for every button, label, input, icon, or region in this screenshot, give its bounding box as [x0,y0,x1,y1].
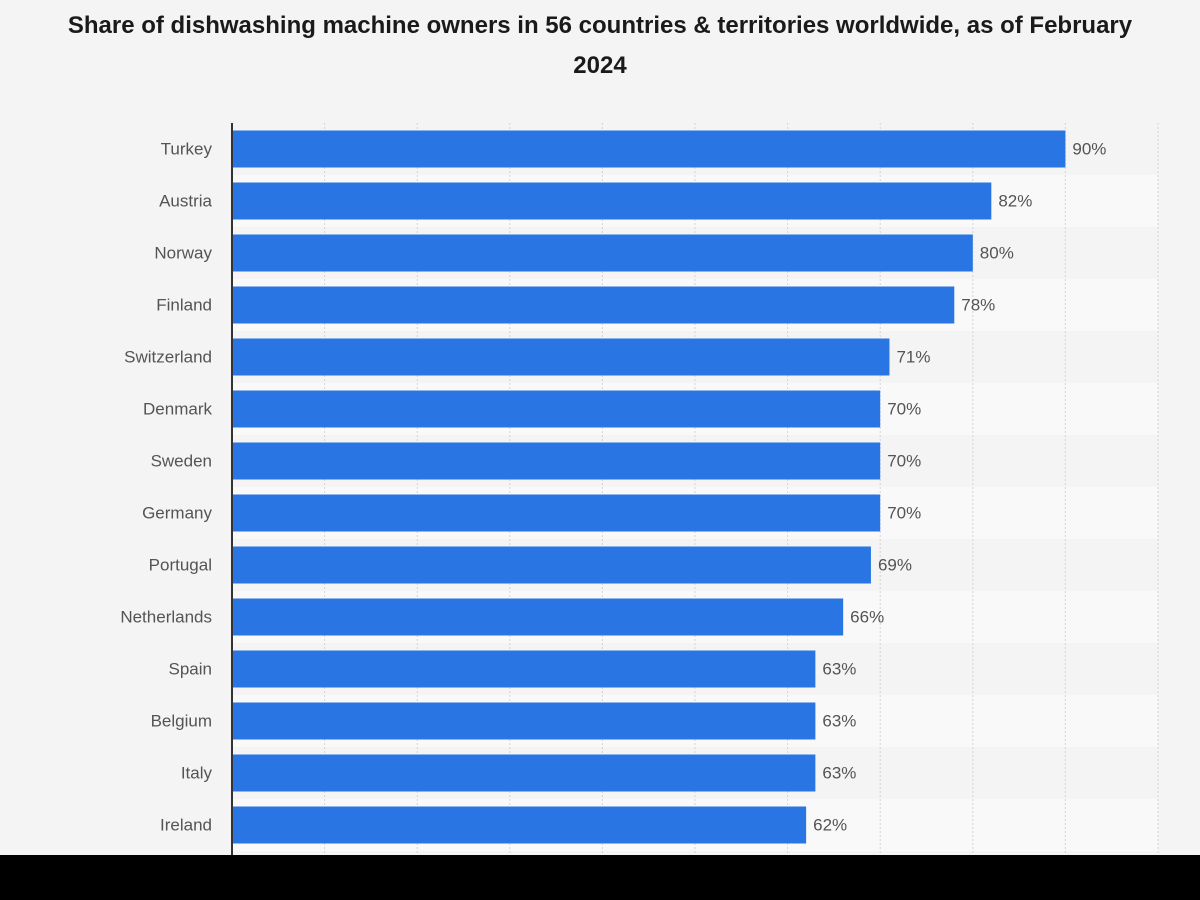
chart-area: Share of dishwashing machine owners in 5… [0,0,1200,855]
category-label: Italy [181,764,213,783]
category-label: Austria [159,192,212,211]
value-label: 78% [961,296,995,315]
value-label: 80% [980,244,1014,263]
bar-finland[interactable] [232,286,955,324]
bar-sweden[interactable] [232,442,881,480]
value-label: 63% [822,660,856,679]
category-label: Belgium [151,712,212,731]
value-label: 71% [896,348,930,367]
bar-spain[interactable] [232,650,816,688]
category-label: Turkey [161,140,213,159]
value-label: 70% [887,504,921,523]
category-label: Norway [154,244,212,263]
value-label: 70% [887,400,921,419]
value-label: 70% [887,452,921,471]
value-label: 63% [822,712,856,731]
bar-belgium[interactable] [232,702,816,740]
bar-italy[interactable] [232,754,816,792]
value-label: 69% [878,556,912,575]
category-label: Spain [169,660,212,679]
category-label: Denmark [143,400,212,419]
bar-netherlands[interactable] [232,598,844,636]
category-label: Netherlands [120,608,212,627]
category-label: Germany [142,504,212,523]
chart-title: Share of dishwashing machine owners in 5… [67,12,1133,79]
bar-portugal[interactable] [232,546,871,584]
bar-austria[interactable] [232,182,992,220]
category-label: Switzerland [124,348,212,367]
category-label: Ireland [160,816,212,835]
value-label: 66% [850,608,884,627]
category-label: Sweden [151,452,212,471]
bar-chart: Turkey 90% Austria 82% Norway 80% Finland 78% Sw… [120,123,1159,855]
category-label: Finland [156,296,212,315]
bar-norway[interactable] [232,234,973,272]
bar-switzerland[interactable] [232,338,890,376]
value-label: 62% [813,816,847,835]
bar-germany[interactable] [232,494,881,532]
bar-turkey[interactable] [232,130,1066,168]
bar-ireland[interactable] [232,806,807,844]
value-label: 90% [1072,140,1106,159]
bar-denmark[interactable] [232,390,881,428]
value-label: 82% [998,192,1032,211]
category-label: Portugal [149,556,212,575]
value-label: 63% [822,764,856,783]
